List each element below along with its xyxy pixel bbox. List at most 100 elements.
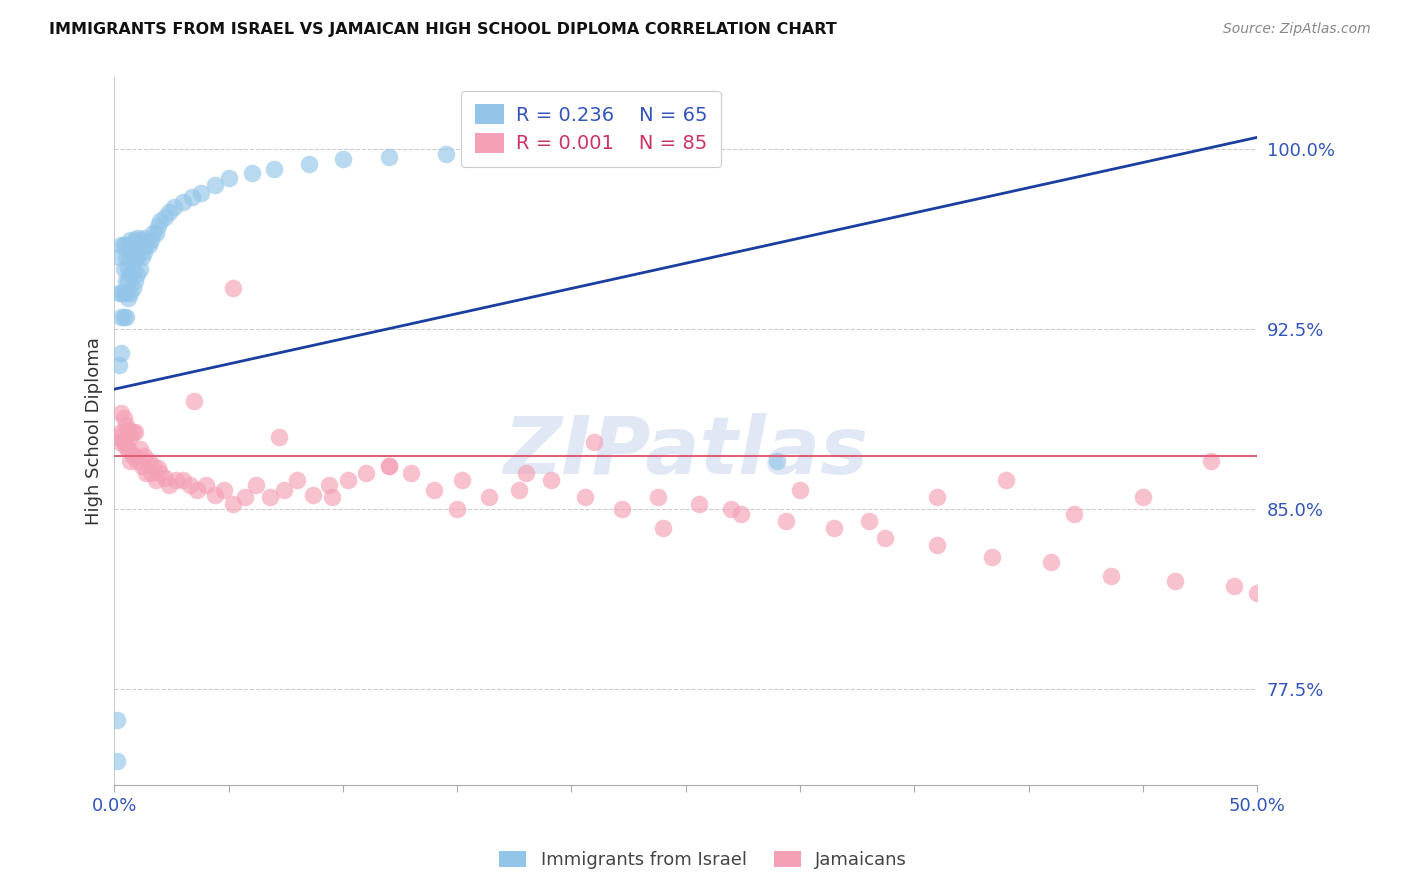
Point [179,478,201,492]
Point [110,406,132,420]
Point [157,478,180,492]
Point [108,250,131,264]
Point [149,466,172,480]
Point [112,286,135,301]
Point [688,497,710,511]
Point [112,411,135,425]
Point [108,358,131,372]
Point [267,430,290,444]
Point [318,478,340,492]
Point [105,430,128,444]
Point [1164,574,1187,588]
Point [927,490,949,504]
Point [110,425,132,440]
Point [298,157,321,171]
Point [1223,579,1246,593]
Point [181,190,204,204]
Point [115,310,138,325]
Point [124,234,146,248]
Point [263,161,285,176]
Point [149,214,172,228]
Point [142,227,165,241]
Point [183,394,205,409]
Point [927,538,949,552]
Point [172,473,194,487]
Point [120,267,142,281]
Point [128,442,150,456]
Point [574,490,596,504]
Point [610,502,633,516]
Point [110,310,132,325]
Point [377,150,399,164]
Point [423,483,446,497]
Point [124,274,146,288]
Point [1063,507,1085,521]
Point [115,286,138,301]
Point [108,286,131,301]
Point [766,454,789,468]
Point [117,442,139,456]
Point [434,147,457,161]
Point [994,473,1017,487]
Point [332,152,354,166]
Point [115,250,138,264]
Point [1201,454,1223,468]
Text: Source: ZipAtlas.com: Source: ZipAtlas.com [1223,22,1371,37]
Point [354,466,377,480]
Point [789,483,811,497]
Point [128,262,150,277]
Text: IMMIGRANTS FROM ISRAEL VS JAMAICAN HIGH SCHOOL DIPLOMA CORRELATION CHART: IMMIGRANTS FROM ISRAEL VS JAMAICAN HIGH … [49,22,837,37]
Point [212,483,235,497]
Point [730,507,752,521]
Point [157,204,180,219]
Point [128,238,150,252]
Point [302,488,325,502]
Point [145,227,167,241]
Text: ZIPatlas: ZIPatlas [503,413,869,491]
Point [117,291,139,305]
Point [110,238,132,252]
Point [112,238,135,252]
Point [121,281,143,295]
Point [117,262,139,277]
Point [153,210,176,224]
Point [163,200,186,214]
Point [858,514,880,528]
Point [204,488,226,502]
Point [124,425,146,440]
Point [112,262,135,277]
Point [775,514,797,528]
Point [124,450,146,464]
Point [336,473,359,487]
Point [1040,555,1063,569]
Point [145,473,167,487]
Point [595,142,617,156]
Point [233,490,256,504]
Point [127,250,149,264]
Point [142,458,165,473]
Point [222,281,245,295]
Point [131,250,153,264]
Point [108,434,131,449]
Point [117,274,139,288]
Point [204,178,226,193]
Point [120,234,142,248]
Point [1099,569,1122,583]
Point [117,423,139,437]
Point [115,274,138,288]
Point [120,430,142,444]
Point [134,231,156,245]
Point [508,483,530,497]
Point [112,310,135,325]
Point [121,425,143,440]
Point [110,346,132,360]
Point [135,466,157,480]
Point [131,234,153,248]
Point [377,458,399,473]
Point [105,713,128,727]
Point [515,466,537,480]
Point [138,238,160,252]
Point [153,471,176,485]
Point [218,171,240,186]
Legend: R = 0.236    N = 65, R = 0.001    N = 85: R = 0.236 N = 65, R = 0.001 N = 85 [461,91,721,167]
